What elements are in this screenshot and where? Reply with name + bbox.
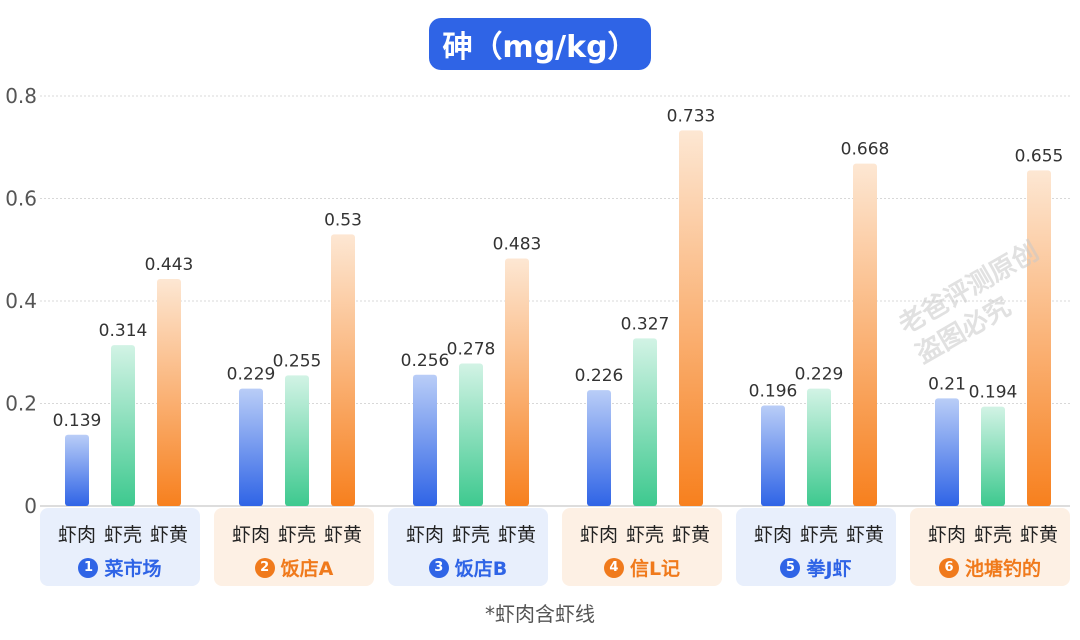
category-label: 6 池塘钓的 [910,554,1070,581]
bar-虾壳-信L记 [633,338,657,506]
bar-虾黄-饭店A [331,234,355,506]
data-label: 0.327 [621,314,670,334]
sub-labels: 虾肉 虾壳 虾黄 [40,520,200,546]
sub-label: 虾肉 [405,524,444,546]
bar-虾黄-菜市场 [157,278,181,506]
sub-labels: 虾肉 虾壳 虾黄 [388,520,548,546]
category-label: 4 信L记 [562,554,722,581]
data-label: 0.53 [324,210,362,230]
bar-虾黄-池塘钓的 [1027,170,1051,506]
bar-虾肉-信L记 [587,390,611,506]
y-tick-label: 0.6 [5,187,37,211]
category-name: 菜市场 [104,558,162,580]
bar-虾肉-拳J虾 [761,405,785,506]
category-name: 拳J虾 [806,558,852,580]
sub-label: 虾黄 [845,524,884,546]
bar-虾黄-拳J虾 [853,163,877,506]
sub-labels: 虾肉 虾壳 虾黄 [736,520,896,546]
category-label: 3 饭店B [388,554,548,581]
data-label: 0.733 [667,106,716,126]
bar-虾黄-饭店B [505,258,529,506]
data-label: 0.655 [1015,146,1064,166]
data-label: 0.196 [749,382,798,402]
data-label: 0.194 [969,383,1018,403]
bar-虾壳-饭店A [285,375,309,506]
bars [65,130,1051,506]
number-badge: 4 [603,557,624,578]
sub-label: 虾肉 [57,524,96,546]
category-group-6: 虾肉 虾壳 虾黄 6 池塘钓的 [910,508,1070,586]
category-name: 饭店B [454,558,508,580]
category-group-3: 虾肉 虾壳 虾黄 3 饭店B [388,508,548,586]
bar-虾肉-饭店B [413,374,437,506]
data-label: 0.226 [575,366,624,386]
data-label: 0.21 [928,374,966,394]
bar-虾肉-菜市场 [65,434,89,506]
data-label: 0.139 [53,411,102,431]
sub-label: 虾黄 [497,524,536,546]
sub-label: 虾黄 [149,524,188,546]
data-label: 0.255 [273,351,322,371]
category-group-2: 虾肉 虾壳 虾黄 2 饭店A [214,508,374,586]
sub-labels: 虾肉 虾壳 虾黄 [214,520,374,546]
y-tick-label: 0.2 [5,392,37,416]
sub-label: 虾黄 [323,524,362,546]
sub-label: 虾壳 [799,524,838,546]
bar-虾壳-池塘钓的 [981,406,1005,506]
category-name: 池塘钓的 [964,558,1041,580]
category-label: 1 菜市场 [40,554,200,581]
value-labels: 0.1390.3140.4430.2290.2550.530.2560.2780… [53,106,1064,430]
bar-虾肉-池塘钓的 [935,398,959,506]
data-label: 0.256 [401,351,450,371]
data-label: 0.443 [145,255,194,275]
category-name: 饭店A [280,558,334,580]
bar-虾壳-拳J虾 [807,388,831,506]
sub-label: 虾黄 [1019,524,1058,546]
y-tick-label: 0.8 [5,84,37,108]
y-tick-label: 0 [24,494,37,518]
bar-虾壳-菜市场 [111,345,135,506]
data-label: 0.229 [227,365,276,385]
sub-label: 虾肉 [753,524,792,546]
sub-label: 虾壳 [451,524,490,546]
sub-label: 虾壳 [277,524,316,546]
data-label: 0.314 [99,321,148,341]
grid-lines [40,95,1070,507]
sub-label: 虾壳 [103,524,142,546]
sub-label: 虾壳 [973,524,1012,546]
sub-label: 虾肉 [579,524,618,546]
sub-labels: 虾肉 虾壳 虾黄 [562,520,722,546]
data-label: 0.668 [841,140,890,160]
bar-虾肉-饭店A [239,388,263,506]
bar-虾壳-饭店B [459,363,483,506]
y-tick-label: 0.4 [5,289,37,313]
sub-label: 虾肉 [231,524,270,546]
sub-label: 虾黄 [671,524,710,546]
category-group-4: 虾肉 虾壳 虾黄 4 信L记 [562,508,722,586]
y-axis-ticks: 0 0.2 0.4 0.6 0.8 [5,84,37,518]
sub-labels: 虾肉 虾壳 虾黄 [910,520,1070,546]
data-label: 0.483 [493,234,542,254]
sub-label: 虾壳 [625,524,664,546]
category-name: 信L记 [629,558,681,580]
category-group-5: 虾肉 虾壳 虾黄 5 拳J虾 [736,508,896,586]
number-badge: 6 [938,557,959,578]
number-badge: 1 [78,557,99,578]
category-label: 5 拳J虾 [736,554,896,581]
number-badge: 2 [254,557,275,578]
data-label: 0.229 [795,365,844,385]
number-badge: 5 [780,557,801,578]
category-group-1: 虾肉 虾壳 虾黄 1 菜市场 [40,508,200,586]
sub-label: 虾肉 [927,524,966,546]
category-label: 2 饭店A [214,554,374,581]
bar-虾黄-信L记 [679,130,703,506]
data-label: 0.278 [447,340,496,360]
footnote: *虾肉含虾线 [485,602,595,626]
number-badge: 3 [428,557,449,578]
chart-title: 砷（mg/kg） [429,18,651,70]
